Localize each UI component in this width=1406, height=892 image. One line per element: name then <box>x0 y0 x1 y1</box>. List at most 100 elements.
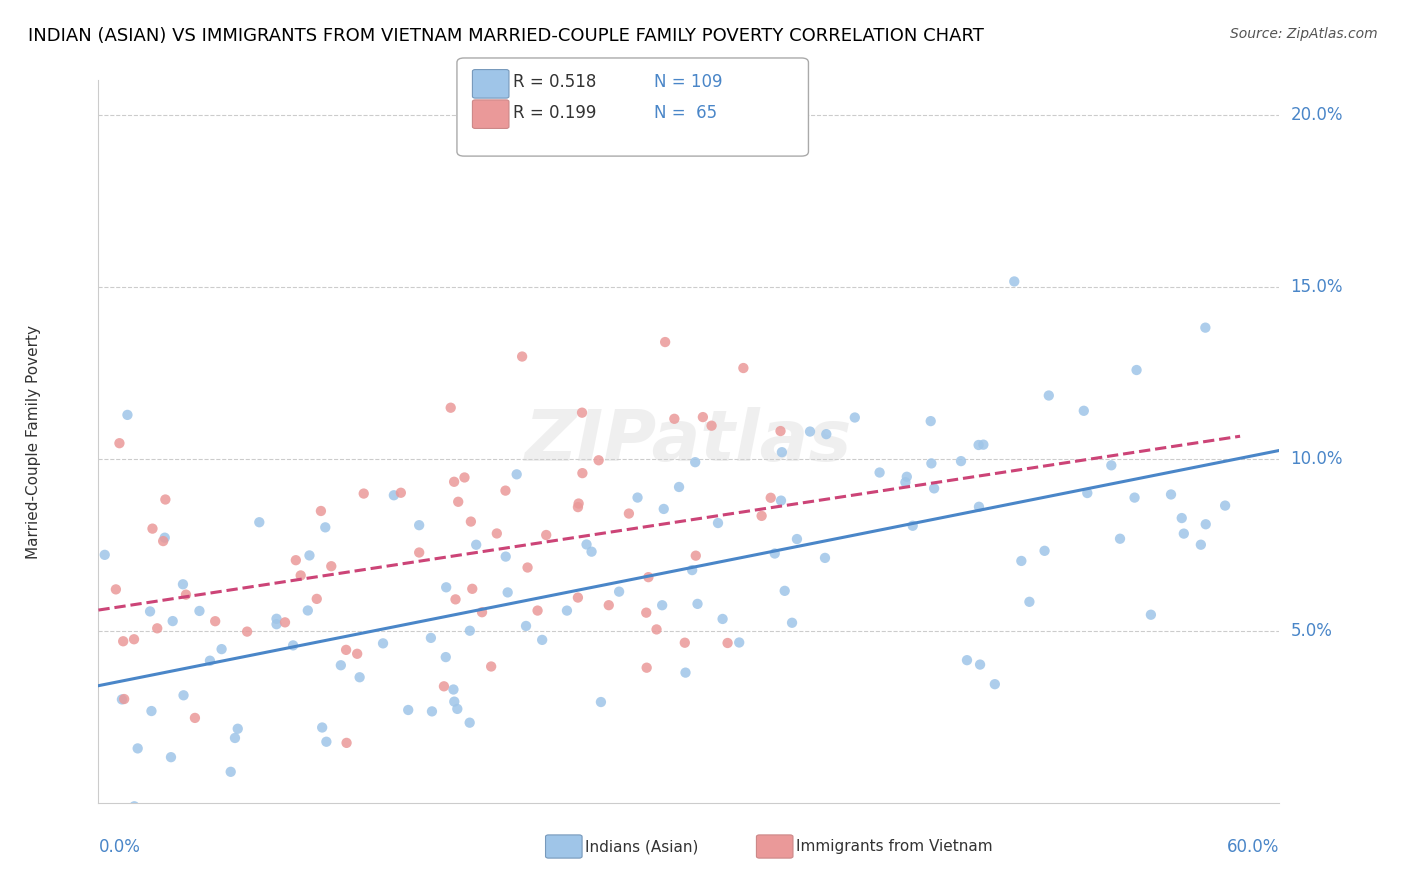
Point <box>652 502 675 516</box>
Point <box>419 631 441 645</box>
Point <box>505 467 527 482</box>
Point <box>108 436 131 450</box>
Point <box>93 548 115 562</box>
Point <box>453 470 475 484</box>
Point <box>281 639 304 653</box>
Point <box>353 486 375 500</box>
Point <box>685 549 707 563</box>
Point <box>111 692 134 706</box>
Point <box>460 515 482 529</box>
Point <box>515 619 537 633</box>
Point <box>984 677 1007 691</box>
Point <box>664 412 686 426</box>
Text: 10.0%: 10.0% <box>1291 450 1343 467</box>
Point <box>479 659 502 673</box>
Point <box>1125 363 1147 377</box>
Point <box>1123 491 1146 505</box>
Point <box>770 445 793 459</box>
Point <box>298 549 321 563</box>
Point <box>711 612 734 626</box>
Point <box>155 492 177 507</box>
Point <box>315 735 337 749</box>
Point <box>236 624 259 639</box>
Point <box>211 642 233 657</box>
Text: ZIPatlas: ZIPatlas <box>526 407 852 476</box>
Point <box>844 410 866 425</box>
Point <box>1038 388 1060 402</box>
Point <box>526 603 548 617</box>
Point <box>297 603 319 617</box>
Point <box>226 722 249 736</box>
Point <box>1099 458 1122 473</box>
Point <box>146 621 169 635</box>
Point <box>922 482 945 496</box>
Point <box>444 592 467 607</box>
Point <box>104 582 127 597</box>
Point <box>780 615 803 630</box>
Point <box>274 615 297 630</box>
Point <box>141 704 163 718</box>
Point <box>645 823 668 838</box>
Point <box>683 455 706 469</box>
Point <box>152 534 174 549</box>
Point <box>575 537 598 551</box>
Point <box>117 408 139 422</box>
Point <box>139 604 162 618</box>
Point <box>266 612 288 626</box>
Point <box>1195 517 1218 532</box>
Point <box>443 682 465 697</box>
Point <box>972 437 994 451</box>
Point <box>1010 554 1032 568</box>
Text: Indians (Asian): Indians (Asian) <box>585 839 699 854</box>
Point <box>198 654 221 668</box>
Point <box>408 545 430 559</box>
Point <box>349 670 371 684</box>
Text: 15.0%: 15.0% <box>1291 277 1343 296</box>
Text: Married-Couple Family Poverty: Married-Couple Family Poverty <box>25 325 41 558</box>
Point <box>645 623 668 637</box>
Point <box>654 334 676 349</box>
Text: N = 109: N = 109 <box>654 73 723 91</box>
Point <box>700 418 723 433</box>
Point <box>433 679 456 693</box>
Point <box>967 500 990 514</box>
Point <box>112 692 135 706</box>
Point <box>461 582 484 596</box>
Point <box>1018 595 1040 609</box>
Point <box>773 583 796 598</box>
Point <box>1073 404 1095 418</box>
Point <box>707 516 730 530</box>
Point <box>311 721 333 735</box>
Point <box>122 632 145 647</box>
Point <box>531 632 554 647</box>
Point <box>141 522 163 536</box>
Point <box>769 424 792 438</box>
Point <box>751 508 773 523</box>
Point <box>567 500 589 515</box>
Point <box>420 705 443 719</box>
Point <box>290 568 312 582</box>
Point <box>321 559 343 574</box>
Point <box>728 635 751 649</box>
Point <box>1109 532 1132 546</box>
Point <box>534 528 557 542</box>
Point <box>495 549 517 564</box>
Point <box>284 553 307 567</box>
Point <box>160 750 183 764</box>
Point <box>335 643 357 657</box>
Point <box>956 653 979 667</box>
Point <box>692 410 714 425</box>
Point <box>434 580 457 594</box>
Point <box>172 577 194 591</box>
Point <box>266 617 288 632</box>
Point <box>346 647 368 661</box>
Point <box>371 636 394 650</box>
Point <box>153 531 176 545</box>
Point <box>869 466 891 480</box>
Point <box>598 598 620 612</box>
Point <box>896 470 918 484</box>
Point <box>434 650 457 665</box>
Point <box>443 475 465 489</box>
Point <box>314 520 336 534</box>
Point <box>309 504 332 518</box>
